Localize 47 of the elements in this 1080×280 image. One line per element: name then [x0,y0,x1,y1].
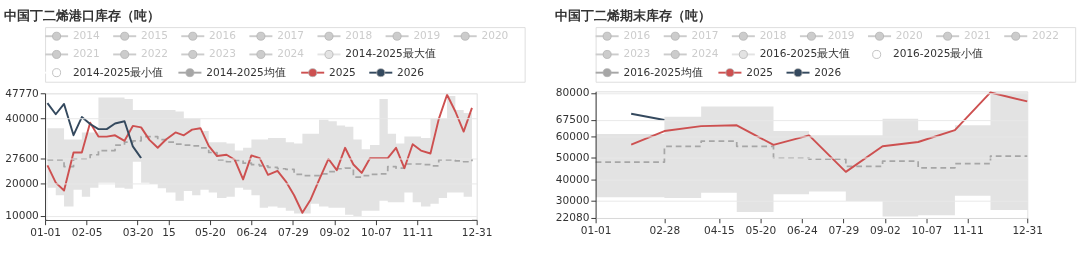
y-tick-label: 30000 [555,194,590,207]
y-tick-label: 22080 [555,211,590,224]
y-tick-label: 60000 [555,129,590,142]
y-tick-label: 47770 [5,86,40,99]
x-tick-label: 12-31 [1012,223,1044,236]
x-tick-label: 05-20 [195,225,226,238]
x-tick-label: 07-29 [278,225,309,238]
x-tick-label: 03-20 [122,225,154,238]
x-tick-label: 02-05 [71,225,103,238]
legend-label: 2026 [814,65,842,78]
legend-label: 2026 [397,65,425,78]
x-tick-label: 07-29 [828,223,860,236]
y-tick-label: 80000 [555,86,590,99]
x-tick-label: 06-24 [236,225,268,238]
y-tick-label: 40000 [555,172,590,185]
legend-label: 2016-2025均值 [623,65,703,78]
line-series [630,91,1029,173]
x-tick-label: 06-24 [787,223,819,236]
x-tick-label: 12-31 [461,225,493,238]
legend-label: 2025 [746,65,774,78]
legend-label: 2014-2025均值 [206,65,286,78]
x-tick-label: 09-02 [319,225,351,238]
x-tick-label: 02-28 [649,223,681,236]
chart-title: 中国丁二烯期末库存（吨） [554,7,711,23]
x-tick-label: 15 [162,225,176,238]
y-tick-label: 50000 [555,151,590,164]
x-tick-label: 01-01 [580,223,612,236]
legend-label: 2016-2025最大值 [759,47,851,60]
line-series [46,102,143,160]
x-tick-label: 10-07 [911,223,943,236]
chart-title: 中国丁二烯港口库存（吨） [4,7,161,23]
y-tick-label: 67500 [555,113,590,126]
x-tick-label: 05-20 [745,223,777,236]
x-tick-label: 11-11 [402,225,434,238]
x-tick-label: 09-02 [870,223,901,236]
legend-label: 2014-2025最小值 [72,65,164,78]
y-tick-label: 20000 [5,176,40,189]
legend-label: 2016-2025最小值 [892,47,984,60]
y-tick-label: 40000 [5,111,40,124]
x-tick-label: 10-07 [361,225,392,238]
legend-label: 2014-2025最大值 [345,47,436,60]
x-tick-label: 01-01 [30,225,61,238]
y-tick-label: 10000 [5,209,40,222]
x-tick-label: 11-11 [953,223,984,236]
y-tick-label: 27600 [5,152,40,165]
x-tick-label: 04-15 [704,223,735,236]
legend-label: 2025 [328,65,356,78]
